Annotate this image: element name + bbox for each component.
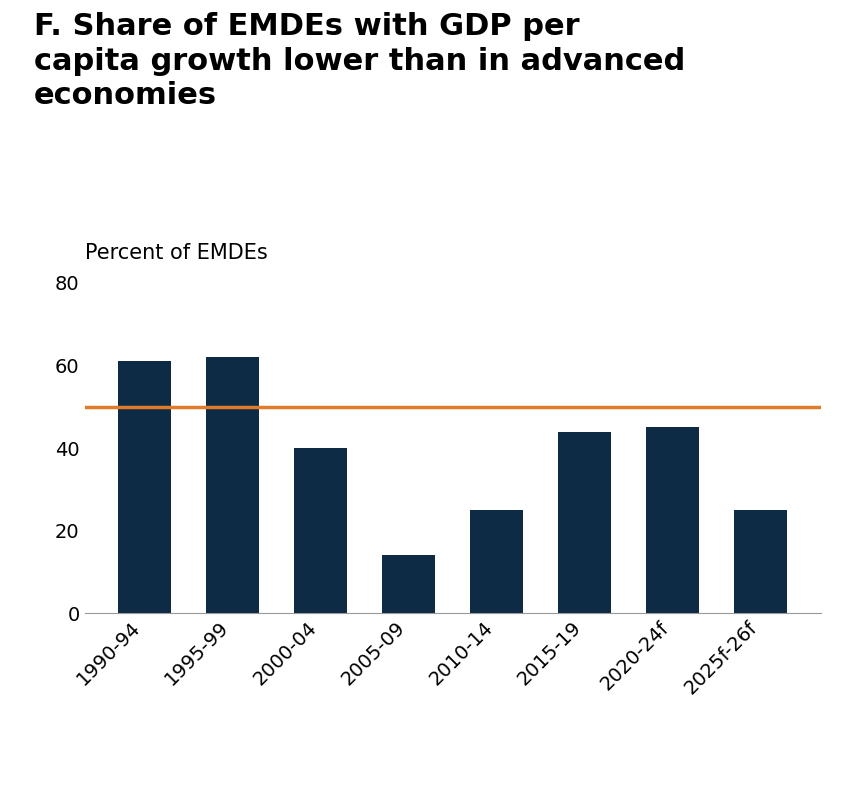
Bar xyxy=(382,555,435,613)
Bar xyxy=(206,357,259,613)
Bar xyxy=(646,428,699,613)
Bar xyxy=(734,510,787,613)
Bar xyxy=(118,362,171,613)
Text: Percent of EMDEs: Percent of EMDEs xyxy=(85,243,267,263)
Bar xyxy=(294,448,347,613)
Bar xyxy=(470,510,523,613)
Text: F. Share of EMDEs with GDP per
capita growth lower than in advanced
economies: F. Share of EMDEs with GDP per capita gr… xyxy=(34,12,685,110)
Bar xyxy=(558,432,611,613)
